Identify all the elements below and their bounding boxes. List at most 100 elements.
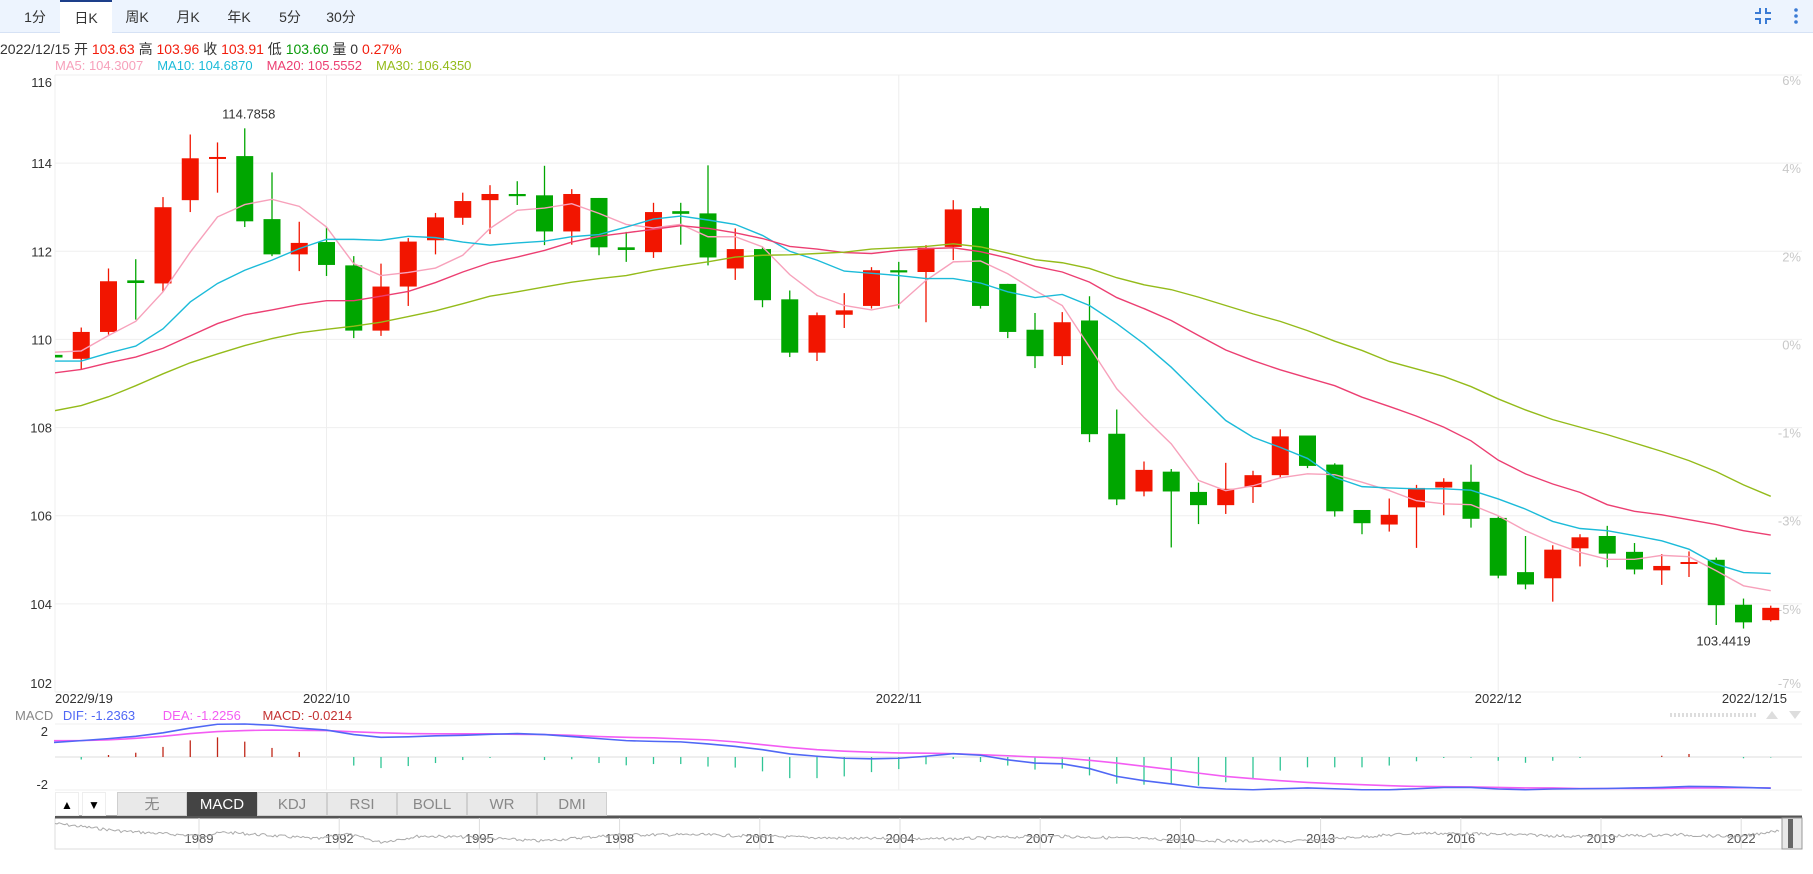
candle-body: [1707, 559, 1725, 606]
indicator-down-button[interactable]: ▼: [82, 792, 106, 816]
candle: [1598, 525, 1616, 568]
macd-value-legend: MACD: -0.0214: [262, 708, 353, 723]
ma5-legend: MA5: 104.3007: [55, 58, 144, 73]
dea-line: [54, 729, 1771, 790]
candle-body: [835, 310, 853, 315]
candle-body: [890, 270, 908, 273]
candle-body: [1326, 464, 1344, 512]
ma20-legend: MA20: 105.5552: [266, 58, 362, 73]
candle: [236, 128, 254, 228]
candle: [1271, 429, 1289, 478]
macd-tick-label: -2: [36, 777, 48, 792]
date-axis-label: 2022/11: [876, 691, 922, 706]
candle-body: [1544, 549, 1562, 579]
low-value: 103.60: [285, 41, 329, 57]
candle-body: [454, 201, 472, 218]
macd-legend: MACD DIF: -1.2363 DEA: -1.2256 MACD: -0.…: [15, 709, 352, 723]
candle-body: [563, 193, 581, 232]
indicator-tab-kdj[interactable]: KDJ: [257, 792, 327, 816]
navigator-box: [54, 817, 1803, 850]
ma-legend: MA5: 104.3007 MA10: 104.6870 MA20: 105.555…: [55, 58, 485, 73]
high-value: 103.96: [156, 41, 200, 57]
candle: [1517, 535, 1534, 590]
candle-body: [726, 249, 744, 269]
change-percent: 0.27%: [361, 41, 402, 57]
navigator-year-label: 1992: [325, 831, 354, 846]
candle-body: [754, 249, 771, 301]
indicator-tab-rsi[interactable]: RSI: [327, 792, 397, 816]
navigator-handle-grip[interactable]: [1788, 819, 1793, 848]
indicator-tab-wr[interactable]: WR: [467, 792, 537, 816]
compress-icon[interactable]: [1753, 6, 1773, 26]
percent-tick-label: 2%: [1782, 249, 1801, 264]
navigator-year-label: 1998: [605, 831, 634, 846]
tab-5[interactable]: 5分: [279, 9, 301, 25]
candle: [1326, 463, 1344, 517]
period-tab-bar: 1分 日K 周K 月K 年K 5分 30分: [0, 0, 1813, 33]
candle-body: [1108, 433, 1126, 500]
navigator-history-line: [54, 822, 1780, 844]
pane-down-icon: [1789, 711, 1801, 719]
tab-1[interactable]: 日K: [60, 0, 112, 33]
candle-body: [345, 265, 363, 331]
candle-body: [72, 331, 90, 359]
candle-body: [1653, 565, 1671, 571]
tab-4[interactable]: 年K: [227, 9, 251, 25]
candle: [263, 172, 281, 257]
candle-body: [1081, 320, 1098, 435]
indicator-tab-macd[interactable]: MACD: [187, 792, 257, 816]
candle-body: [100, 281, 117, 332]
indicator-tab-boll[interactable]: BOLL: [397, 792, 467, 816]
price-tick-label: 106: [30, 509, 52, 524]
tab-3[interactable]: 月K: [176, 9, 200, 25]
candle-body: [1380, 514, 1398, 525]
ohlc-info-line: 2022/12/15 开 103.63 高 103.96 收 103.91 低 …: [0, 39, 402, 59]
close-label: 收: [203, 41, 218, 57]
ma20-line: [55, 225, 1771, 536]
candle: [1081, 296, 1098, 443]
tab-6[interactable]: 30分: [326, 9, 356, 25]
candle-body: [863, 270, 880, 306]
navigator-year-label: 2007: [1026, 831, 1055, 846]
candle: [917, 245, 935, 323]
indicator-tab-dmi[interactable]: DMI: [537, 792, 607, 816]
candle: [1244, 470, 1262, 503]
ma30-legend: MA30: 106.4350: [376, 58, 472, 73]
macd-tick-label: 2: [41, 724, 48, 739]
volume-value: 0: [350, 41, 359, 57]
candle-body: [127, 280, 145, 284]
dif-line: [53, 723, 1771, 791]
candle: [209, 142, 226, 193]
ma10-legend: MA10: 104.6870: [157, 58, 253, 73]
candle: [1653, 554, 1671, 585]
tab-2[interactable]: 周K: [125, 9, 149, 25]
candle-body: [508, 193, 526, 197]
candle: [972, 206, 989, 309]
candle: [1408, 484, 1425, 548]
date-axis-label: 2022/12: [1475, 691, 1522, 706]
tab-0[interactable]: 1分: [24, 9, 46, 25]
candle: [699, 165, 717, 266]
candle-body: [1598, 535, 1616, 554]
dea-legend: DEA: -1.2256: [162, 708, 241, 723]
candle: [835, 293, 853, 328]
candle-body: [1680, 561, 1698, 564]
candle: [563, 189, 581, 245]
candle: [427, 212, 444, 255]
candle: [181, 134, 199, 213]
candle-body: [590, 197, 608, 248]
candle-body: [1217, 488, 1235, 506]
ma10-line: [55, 215, 1771, 575]
low-label: 低: [267, 41, 282, 57]
indicator-tab-无[interactable]: 无: [117, 792, 187, 816]
ma30-line: [55, 243, 1772, 497]
percent-tick-label: 6%: [1782, 73, 1801, 88]
candle: [1462, 464, 1480, 528]
candle: [645, 202, 662, 258]
candle: [1353, 509, 1371, 535]
indicator-up-button[interactable]: ▲: [55, 792, 79, 816]
more-vertical-icon[interactable]: [1786, 6, 1806, 26]
open-label: 开: [73, 41, 88, 57]
candle: [1571, 534, 1589, 567]
